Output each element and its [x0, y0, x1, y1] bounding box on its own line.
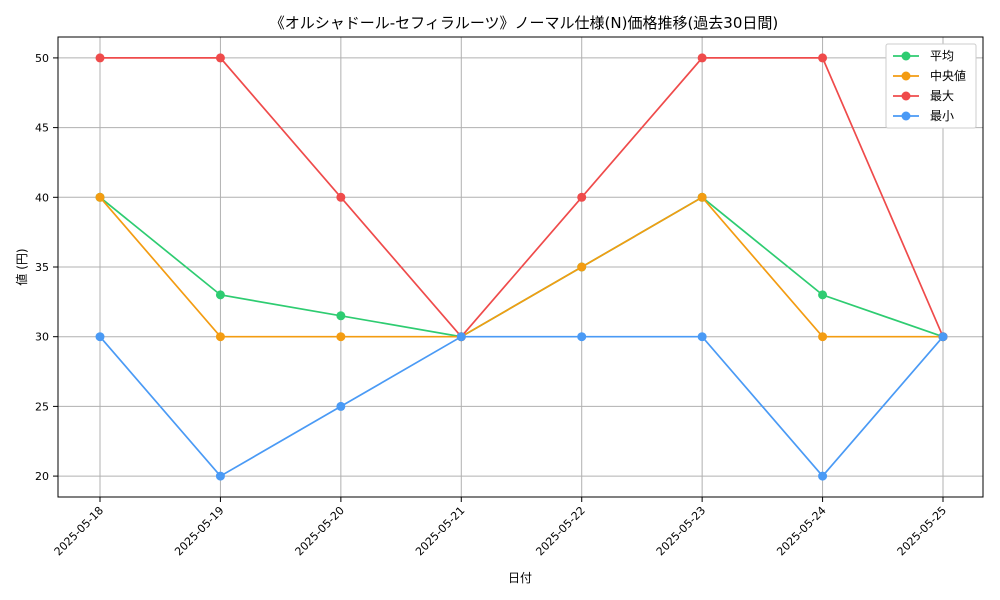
- data-point: [818, 471, 828, 481]
- y-tick-label: 25: [35, 400, 49, 413]
- data-point: [697, 332, 707, 342]
- y-tick-label: 35: [35, 261, 49, 274]
- y-tick-label: 30: [35, 331, 49, 344]
- data-point: [818, 290, 828, 300]
- legend-marker: [901, 51, 911, 61]
- data-point: [697, 53, 707, 63]
- data-point: [336, 332, 346, 342]
- data-point: [577, 262, 587, 272]
- data-point: [215, 332, 225, 342]
- legend-marker: [901, 111, 911, 121]
- y-tick-label: 20: [35, 470, 49, 483]
- y-tick-label: 45: [35, 122, 49, 135]
- data-point: [215, 290, 225, 300]
- legend-marker: [901, 91, 911, 101]
- data-point: [95, 192, 105, 202]
- data-point: [336, 401, 346, 411]
- data-point: [577, 192, 587, 202]
- data-point: [577, 332, 587, 342]
- x-axis-label: 日付: [508, 571, 532, 585]
- data-point: [215, 471, 225, 481]
- data-point: [336, 311, 346, 321]
- legend-label: 平均: [930, 49, 954, 63]
- y-tick-label: 40: [35, 191, 49, 204]
- data-point: [456, 332, 466, 342]
- y-tick-label: 50: [35, 52, 49, 65]
- data-point: [95, 332, 105, 342]
- series-line-2: [99, 196, 943, 338]
- legend-label: 最大: [930, 89, 954, 103]
- data-point: [818, 332, 828, 342]
- data-point: [336, 192, 346, 202]
- series-lines: [95, 53, 948, 481]
- series-line-3: [100, 57, 944, 338]
- y-axis-label: 値 (円): [14, 248, 29, 285]
- y-axis-ticks: 20 25 30 35 40 45 50: [35, 52, 58, 483]
- legend-label: 最小: [930, 109, 954, 123]
- series-line-4: [99, 335, 944, 478]
- legend-label: 中央値: [930, 68, 966, 83]
- data-point: [215, 53, 225, 63]
- data-point: [697, 192, 707, 202]
- legend-box: [885, 43, 977, 129]
- chart-title: 《オルシャドール-セフィラルーツ》ノーマル仕様(N)価格推移(過去30日間): [270, 14, 779, 32]
- grid-lines: [58, 37, 983, 497]
- data-point: [938, 332, 948, 342]
- data-point: [818, 53, 828, 63]
- data-point: [95, 53, 105, 63]
- legend-marker: [901, 71, 911, 81]
